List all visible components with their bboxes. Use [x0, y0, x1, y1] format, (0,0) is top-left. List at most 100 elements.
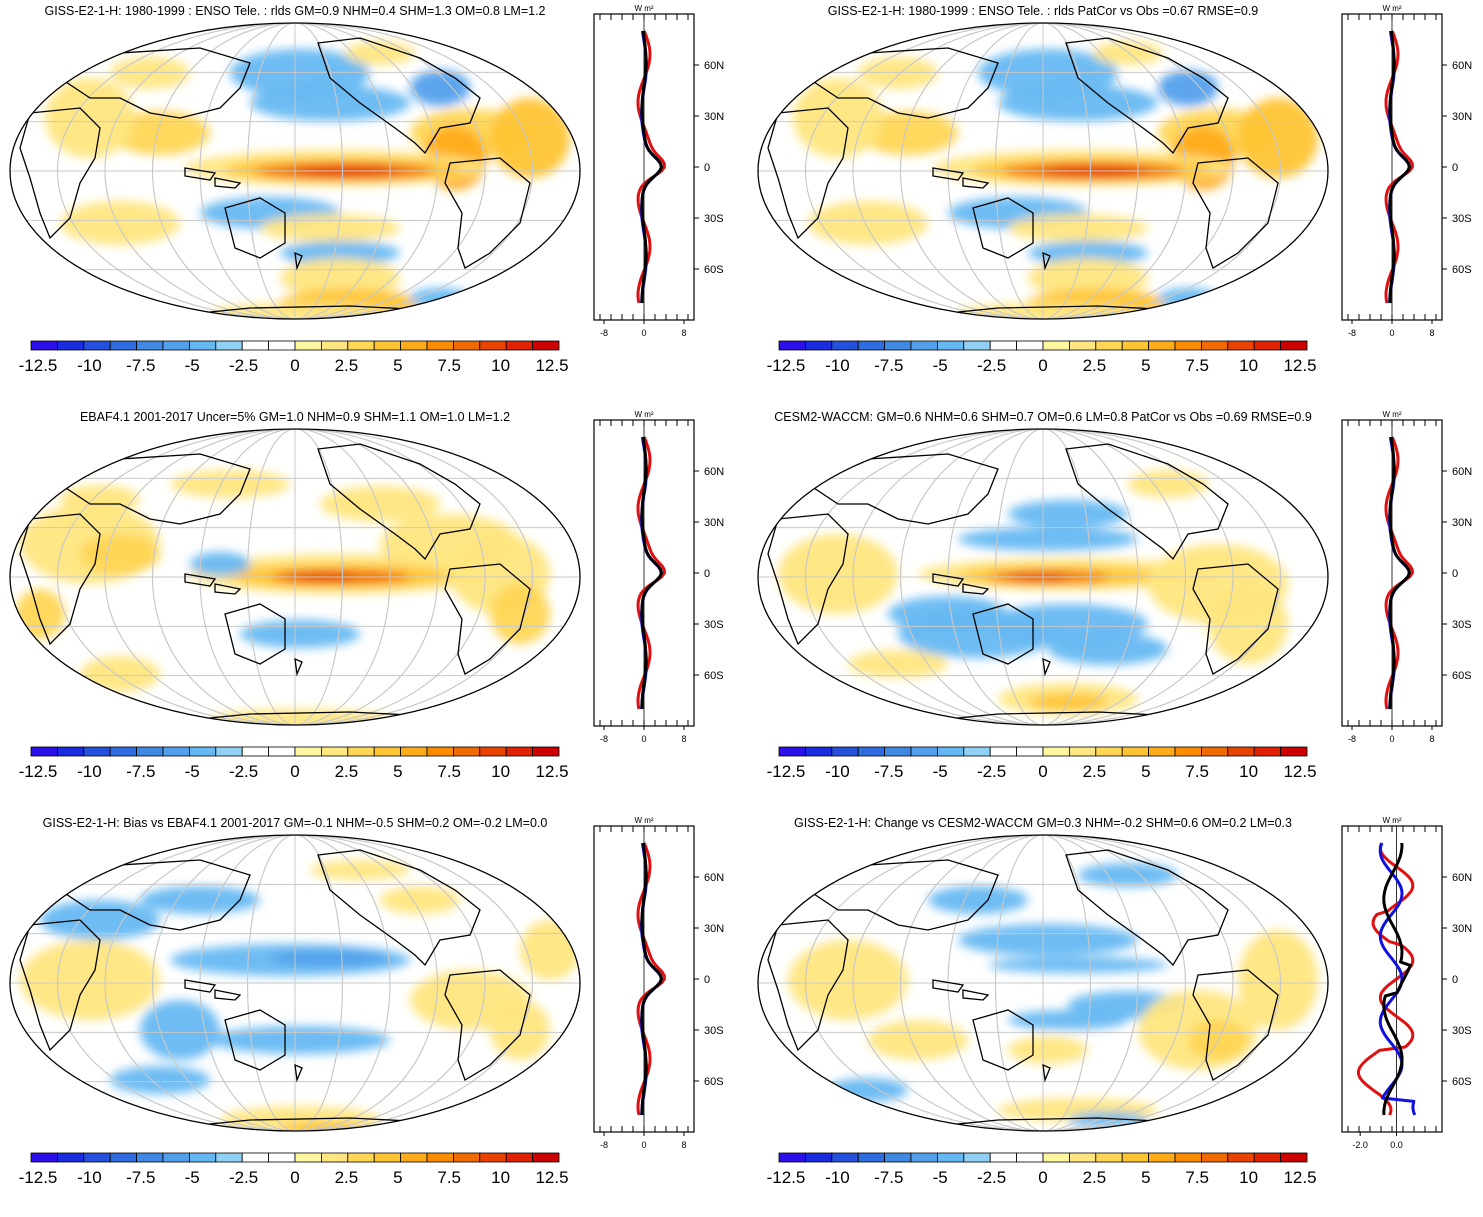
colorbar-label: -2.5	[976, 356, 1007, 375]
coastline	[519, 438, 561, 475]
colorbar-swatch	[109, 1152, 137, 1163]
colorbar-label: 0	[290, 1168, 300, 1187]
colorbar-swatch	[373, 746, 402, 757]
colorbar-label: 2.5	[1082, 356, 1107, 375]
colorbar-label: -12.5	[18, 1168, 58, 1187]
colorbar-swatch	[505, 746, 534, 757]
colorbar-swatch	[1174, 340, 1202, 351]
colorbar-swatch	[479, 1152, 507, 1163]
colorbar-swatch	[215, 340, 243, 351]
profile-unit: W m²	[1382, 4, 1401, 13]
colorbar-swatch	[136, 340, 164, 351]
colorbar-label: -2.5	[976, 1168, 1007, 1187]
anomaly-region	[15, 589, 65, 639]
colorbar-label: 10	[1239, 1168, 1259, 1187]
colorbar-label: 10	[491, 762, 511, 781]
coastline	[214, 583, 242, 595]
coastline	[224, 603, 286, 665]
colorbar-swatch	[83, 1152, 111, 1163]
latitude-label: 30N	[704, 111, 724, 123]
colorbar-swatch	[1227, 746, 1255, 757]
colorbar-label: -5	[184, 1168, 200, 1187]
colorbar-swatch	[347, 746, 375, 757]
colorbar-label: -2.5	[976, 762, 1007, 781]
colorbar-swatch	[1200, 746, 1229, 757]
colorbar-swatch	[1174, 1152, 1202, 1163]
coastline	[294, 1063, 303, 1083]
colorbar-label: -2.5	[228, 762, 259, 781]
profile-tick-label: -8	[1348, 734, 1356, 744]
colorbar-swatch	[936, 340, 965, 351]
colorbar-swatch	[347, 340, 375, 351]
colorbar-swatch	[1227, 1152, 1255, 1163]
coastline	[444, 157, 531, 269]
panel-title: EBAF4.1 2001-2017 Uncer=5% GM=1.0 NHM=0.…	[79, 410, 511, 424]
colorbar-swatch	[505, 340, 534, 351]
anomaly-region	[1078, 863, 1178, 887]
colorbar-label: -5	[932, 762, 948, 781]
anomaly-region	[260, 214, 400, 242]
coastline	[444, 969, 531, 1081]
colorbar-label: -10	[77, 762, 102, 781]
colorbar-labels: -12.5 -10 -7.5 -5 -2.5 0 2.5 5 7.5 10 12.5	[767, 356, 1317, 378]
coastline	[1192, 157, 1279, 269]
colorbar-swatch	[136, 746, 164, 757]
anomaly-region	[170, 470, 290, 498]
colorbar-swatch	[109, 746, 137, 757]
colorbar-label: -2.5	[228, 356, 259, 375]
latitude-label: 60N	[1452, 466, 1472, 478]
colorbar-label: 7.5	[437, 356, 462, 375]
colorbar-swatch	[1042, 1152, 1070, 1163]
colorbar-swatch	[56, 340, 85, 351]
anomaly-region	[140, 886, 260, 914]
colorbar-swatch	[778, 1152, 806, 1163]
anomaly-region	[320, 486, 440, 522]
anomaly-region	[1028, 241, 1148, 265]
colorbar-swatch	[400, 1152, 428, 1163]
profile-tick-label: 0	[641, 734, 646, 744]
coastline	[519, 844, 561, 881]
coastline	[1267, 438, 1309, 475]
colorbar-label: -10	[825, 1168, 850, 1187]
colorbar-swatch	[1280, 1152, 1308, 1163]
colorbar-swatch	[532, 1152, 560, 1163]
colorbar-swatch	[1148, 340, 1176, 351]
colorbar-swatch	[532, 340, 560, 351]
coastline	[1267, 844, 1309, 881]
latitude-label: 30S	[704, 213, 724, 225]
colorbar-swatch	[294, 340, 322, 351]
latitude-label: 0	[1452, 974, 1458, 986]
coastline	[1065, 849, 1229, 967]
latitude-label: 60N	[1452, 60, 1472, 72]
colorbar-label: -7.5	[126, 1168, 156, 1187]
profile-tick-label: 0.0	[1390, 1140, 1403, 1150]
colorbar-label: 10	[1239, 762, 1259, 781]
colorbar	[30, 746, 560, 757]
anomaly-region	[1008, 214, 1148, 242]
anomaly-region	[80, 534, 160, 574]
colorbar-label: 10	[1239, 356, 1259, 375]
colorbar-swatch	[452, 340, 481, 351]
colorbar-label: 7.5	[1185, 356, 1210, 375]
profile-tick-label: 0	[641, 1140, 646, 1150]
coastline	[224, 1009, 286, 1071]
latitude-label: 30N	[1452, 111, 1472, 123]
colorbar-swatch	[373, 1152, 402, 1163]
profile-tick-label: 8	[1429, 734, 1434, 744]
anomaly-region	[778, 534, 898, 614]
coastline	[184, 573, 217, 587]
profile-tick-label: 8	[681, 1140, 686, 1150]
profile-tick-label: 0	[641, 328, 646, 338]
colorbar-label: 12.5	[535, 762, 569, 781]
profile-line-other	[640, 30, 663, 303]
profile-tick-label: -2.0	[1352, 1140, 1368, 1150]
profile-unit: W m²	[1382, 410, 1401, 419]
colorbar-label: 10	[491, 1168, 511, 1187]
colorbar-label: 12.5	[1283, 1168, 1317, 1187]
profile-line-model	[1357, 842, 1415, 1116]
colorbar-swatch	[1227, 340, 1255, 351]
colorbar-labels: -12.5 -10 -7.5 -5 -2.5 0 2.5 5 7.5 10 12.5	[19, 762, 569, 784]
profile-tick-label: -8	[1348, 328, 1356, 338]
colorbar-swatch	[989, 340, 1017, 351]
coastline	[444, 563, 531, 675]
